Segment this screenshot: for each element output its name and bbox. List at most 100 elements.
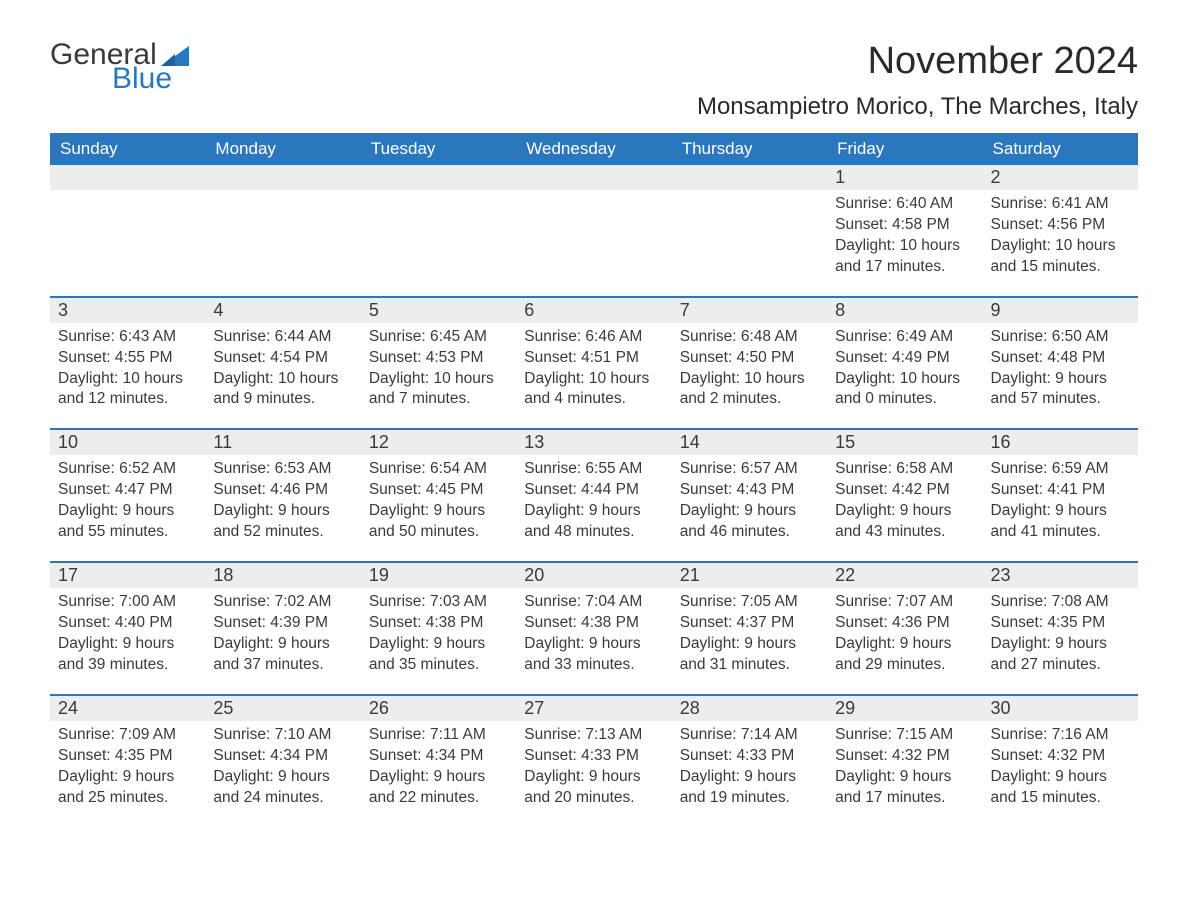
sunrise-text: Sunrise: 6:53 AM [213, 459, 352, 480]
calendar-week: 17Sunrise: 7:00 AMSunset: 4:40 PMDayligh… [50, 561, 1138, 694]
sunrise-text: Sunrise: 7:02 AM [213, 592, 352, 613]
calendar-day: 14Sunrise: 6:57 AMSunset: 4:43 PMDayligh… [672, 430, 827, 561]
day-number: 28 [672, 696, 827, 721]
calendar-day: 20Sunrise: 7:04 AMSunset: 4:38 PMDayligh… [516, 563, 671, 694]
day-details: Sunrise: 7:05 AMSunset: 4:37 PMDaylight:… [672, 588, 827, 676]
calendar-day: 29Sunrise: 7:15 AMSunset: 4:32 PMDayligh… [827, 696, 982, 827]
day-details: Sunrise: 6:49 AMSunset: 4:49 PMDaylight:… [827, 323, 982, 411]
dow-cell: Sunday [50, 133, 205, 165]
daylight-text: Daylight: 10 hours and 17 minutes. [835, 236, 974, 278]
day-number: 2 [983, 165, 1138, 190]
day-details: Sunrise: 7:10 AMSunset: 4:34 PMDaylight:… [205, 721, 360, 809]
calendar-week: 3 Sunrise: 6:43 AMSunset: 4:55 PM Daylight… [50, 296, 1138, 429]
day-details: Sunrise: 7:00 AMSunset: 4:40 PMDaylight:… [50, 588, 205, 676]
day-number: 26 [361, 696, 516, 721]
sunrise-text: Sunrise: 7:15 AM [835, 725, 974, 746]
day-number: 12 [361, 430, 516, 455]
day-details: Sunrise: 6:54 AMSunset: 4:45 PMDaylight:… [361, 455, 516, 543]
sunrise-text: Sunrise: 6:50 AM [991, 327, 1130, 348]
sunrise-text: Sunrise: 6:59 AM [991, 459, 1130, 480]
sunrise-text: Sunrise: 7:10 AM [213, 725, 352, 746]
day-details: Sunrise: 7:07 AMSunset: 4:36 PMDaylight:… [827, 588, 982, 676]
calendar-week: 10Sunrise: 6:52 AMSunset: 4:47 PMDayligh… [50, 428, 1138, 561]
sunrise-text: Sunrise: 6:43 AM [58, 327, 197, 348]
sunset-text: Sunset: 4:49 PM [835, 348, 974, 369]
day-details: Sunrise: 6:45 AMSunset: 4:53 PMDaylight:… [361, 323, 516, 411]
day-number: 3 [50, 298, 205, 323]
calendar-day: 23Sunrise: 7:08 AMSunset: 4:35 PMDayligh… [983, 563, 1138, 694]
day-details: Sunrise: 6:58 AMSunset: 4:42 PMDaylight:… [827, 455, 982, 543]
calendar-day: 27Sunrise: 7:13 AMSunset: 4:33 PMDayligh… [516, 696, 671, 827]
calendar-day: 3Sunrise: 6:43 AMSunset: 4:55 PMDaylight… [50, 298, 205, 429]
sunrise-text: Sunrise: 7:07 AM [835, 592, 974, 613]
daylight-text: Daylight: 9 hours and 19 minutes. [680, 767, 819, 809]
calendar-day [672, 165, 827, 296]
calendar-day: 13Sunrise: 6:55 AMSunset: 4:44 PMDayligh… [516, 430, 671, 561]
day-number: 7 [672, 298, 827, 323]
calendar-day: 9Sunrise: 6:50 AMSunset: 4:48 PMDaylight… [983, 298, 1138, 429]
sunset-text: Sunset: 4:55 PM [58, 348, 197, 369]
day-details: Sunrise: 6:57 AMSunset: 4:43 PMDaylight:… [672, 455, 827, 543]
sunrise-text: Sunrise: 7:14 AM [680, 725, 819, 746]
calendar-day [50, 165, 205, 296]
sunset-text: Sunset: 4:50 PM [680, 348, 819, 369]
month-title: November 2024 [697, 40, 1138, 83]
day-number: 5 [361, 298, 516, 323]
calendar-day: 19Sunrise: 7:03 AMSunset: 4:38 PMDayligh… [361, 563, 516, 694]
daylight-text: Daylight: 9 hours and 43 minutes. [835, 501, 974, 543]
dow-cell: Saturday [983, 133, 1138, 165]
day-number: 24 [50, 696, 205, 721]
daylight-text: Daylight: 9 hours and 27 minutes. [991, 634, 1130, 676]
daylight-text: Daylight: 10 hours and 4 minutes. [524, 369, 663, 411]
dow-cell: Tuesday [361, 133, 516, 165]
day-details: Sunrise: 7:02 AMSunset: 4:39 PMDaylight:… [205, 588, 360, 676]
day-number: 17 [50, 563, 205, 588]
calendar: SundayMondayTuesdayWednesdayThursdayFrid… [50, 133, 1138, 826]
sunset-text: Sunset: 4:33 PM [680, 746, 819, 767]
day-details: Sunrise: 7:13 AMSunset: 4:33 PMDaylight:… [516, 721, 671, 809]
day-number: 23 [983, 563, 1138, 588]
daylight-text: Daylight: 9 hours and 50 minutes. [369, 501, 508, 543]
calendar-day: 7Sunrise: 6:48 AMSunset: 4:50 PMDaylight… [672, 298, 827, 429]
daylight-text: Daylight: 10 hours and 0 minutes. [835, 369, 974, 411]
dow-cell: Thursday [672, 133, 827, 165]
calendar-week: 24Sunrise: 7:09 AMSunset: 4:35 PMDayligh… [50, 694, 1138, 827]
sunrise-text: Sunrise: 6:52 AM [58, 459, 197, 480]
day-of-week-header: SundayMondayTuesdayWednesdayThursdayFrid… [50, 133, 1138, 165]
sunset-text: Sunset: 4:34 PM [369, 746, 508, 767]
day-number: 9 [983, 298, 1138, 323]
sunrise-text: Sunrise: 6:57 AM [680, 459, 819, 480]
day-details: Sunrise: 6:59 AMSunset: 4:41 PMDaylight:… [983, 455, 1138, 543]
day-number [361, 165, 516, 190]
sunrise-text: Sunrise: 7:00 AM [58, 592, 197, 613]
sunset-text: Sunset: 4:33 PM [524, 746, 663, 767]
sunrise-text: Sunrise: 6:48 AM [680, 327, 819, 348]
sunrise-text: Sunrise: 7:09 AM [58, 725, 197, 746]
dow-cell: Friday [827, 133, 982, 165]
daylight-text: Daylight: 9 hours and 33 minutes. [524, 634, 663, 676]
sunrise-text: Sunrise: 6:45 AM [369, 327, 508, 348]
sunset-text: Sunset: 4:43 PM [680, 480, 819, 501]
sunset-text: Sunset: 4:41 PM [991, 480, 1130, 501]
sunset-text: Sunset: 4:32 PM [991, 746, 1130, 767]
location-subtitle: Monsampietro Morico, The Marches, Italy [697, 93, 1138, 121]
day-details: Sunrise: 6:50 AMSunset: 4:48 PMDaylight:… [983, 323, 1138, 411]
day-number: 30 [983, 696, 1138, 721]
calendar-day: 30Sunrise: 7:16 AMSunset: 4:32 PMDayligh… [983, 696, 1138, 827]
daylight-text: Daylight: 9 hours and 52 minutes. [213, 501, 352, 543]
sunrise-text: Sunrise: 6:46 AM [524, 327, 663, 348]
sunrise-text: Sunrise: 7:16 AM [991, 725, 1130, 746]
day-details: Sunrise: 6:44 AMSunset: 4:54 PMDaylight:… [205, 323, 360, 411]
day-details: Sunrise: 7:04 AMSunset: 4:38 PMDaylight:… [516, 588, 671, 676]
calendar-day: 2Sunrise: 6:41 AMSunset: 4:56 PMDaylight… [983, 165, 1138, 296]
calendar-day [205, 165, 360, 296]
sunrise-text: Sunrise: 6:40 AM [835, 194, 974, 215]
calendar-day [516, 165, 671, 296]
calendar-day: 8Sunrise: 6:49 AMSunset: 4:49 PMDaylight… [827, 298, 982, 429]
day-details: Sunrise: 6:41 AMSunset: 4:56 PMDaylight:… [983, 190, 1138, 278]
day-number [672, 165, 827, 190]
sunset-text: Sunset: 4:36 PM [835, 613, 974, 634]
sunset-text: Sunset: 4:58 PM [835, 215, 974, 236]
logo-text-blue: Blue [112, 64, 189, 94]
day-details: Sunrise: 6:46 AMSunset: 4:51 PMDaylight:… [516, 323, 671, 411]
